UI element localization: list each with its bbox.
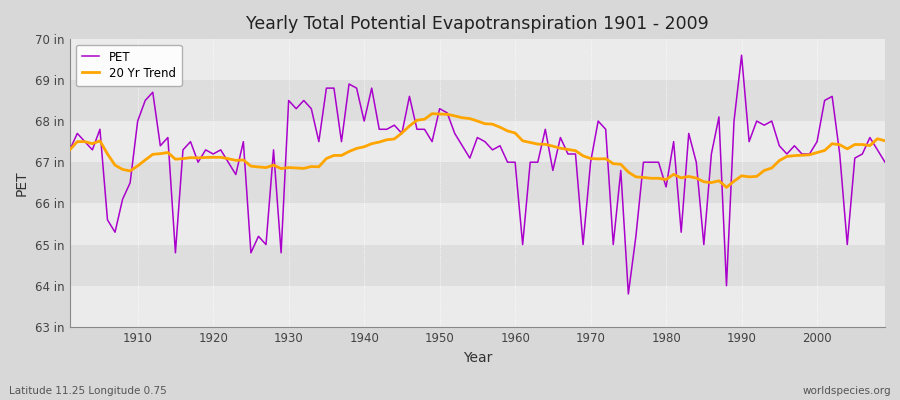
Bar	[69, 286, 885, 327]
PET	[623, 292, 634, 296]
PET	[125, 180, 136, 185]
20 Yr Trend	[64, 148, 75, 152]
20 Yr Trend	[608, 161, 618, 166]
20 Yr Trend	[509, 130, 520, 135]
PET	[600, 127, 611, 132]
PET	[736, 53, 747, 58]
20 Yr Trend	[518, 138, 528, 143]
Bar	[69, 203, 885, 244]
Legend: PET, 20 Yr Trend: PET, 20 Yr Trend	[76, 45, 182, 86]
20 Yr Trend	[291, 166, 302, 170]
Bar	[69, 39, 885, 80]
Bar	[69, 80, 885, 121]
PET	[879, 160, 890, 165]
20 Yr Trend	[879, 138, 890, 143]
20 Yr Trend	[721, 185, 732, 190]
20 Yr Trend	[336, 153, 346, 158]
Bar	[69, 244, 885, 286]
20 Yr Trend	[427, 111, 437, 116]
PET	[502, 160, 513, 165]
PET	[509, 160, 520, 165]
PET	[291, 106, 302, 111]
20 Yr Trend	[125, 168, 136, 173]
PET	[336, 139, 346, 144]
Title: Yearly Total Potential Evapotranspiration 1901 - 2009: Yearly Total Potential Evapotranspiratio…	[246, 15, 708, 33]
Line: PET: PET	[69, 55, 885, 294]
Bar	[69, 162, 885, 203]
Text: Latitude 11.25 Longitude 0.75: Latitude 11.25 Longitude 0.75	[9, 386, 166, 396]
Y-axis label: PET: PET	[15, 170, 29, 196]
Bar	[69, 121, 885, 162]
X-axis label: Year: Year	[463, 351, 492, 365]
Text: worldspecies.org: worldspecies.org	[803, 386, 891, 396]
Line: 20 Yr Trend: 20 Yr Trend	[69, 114, 885, 187]
PET	[64, 148, 75, 152]
